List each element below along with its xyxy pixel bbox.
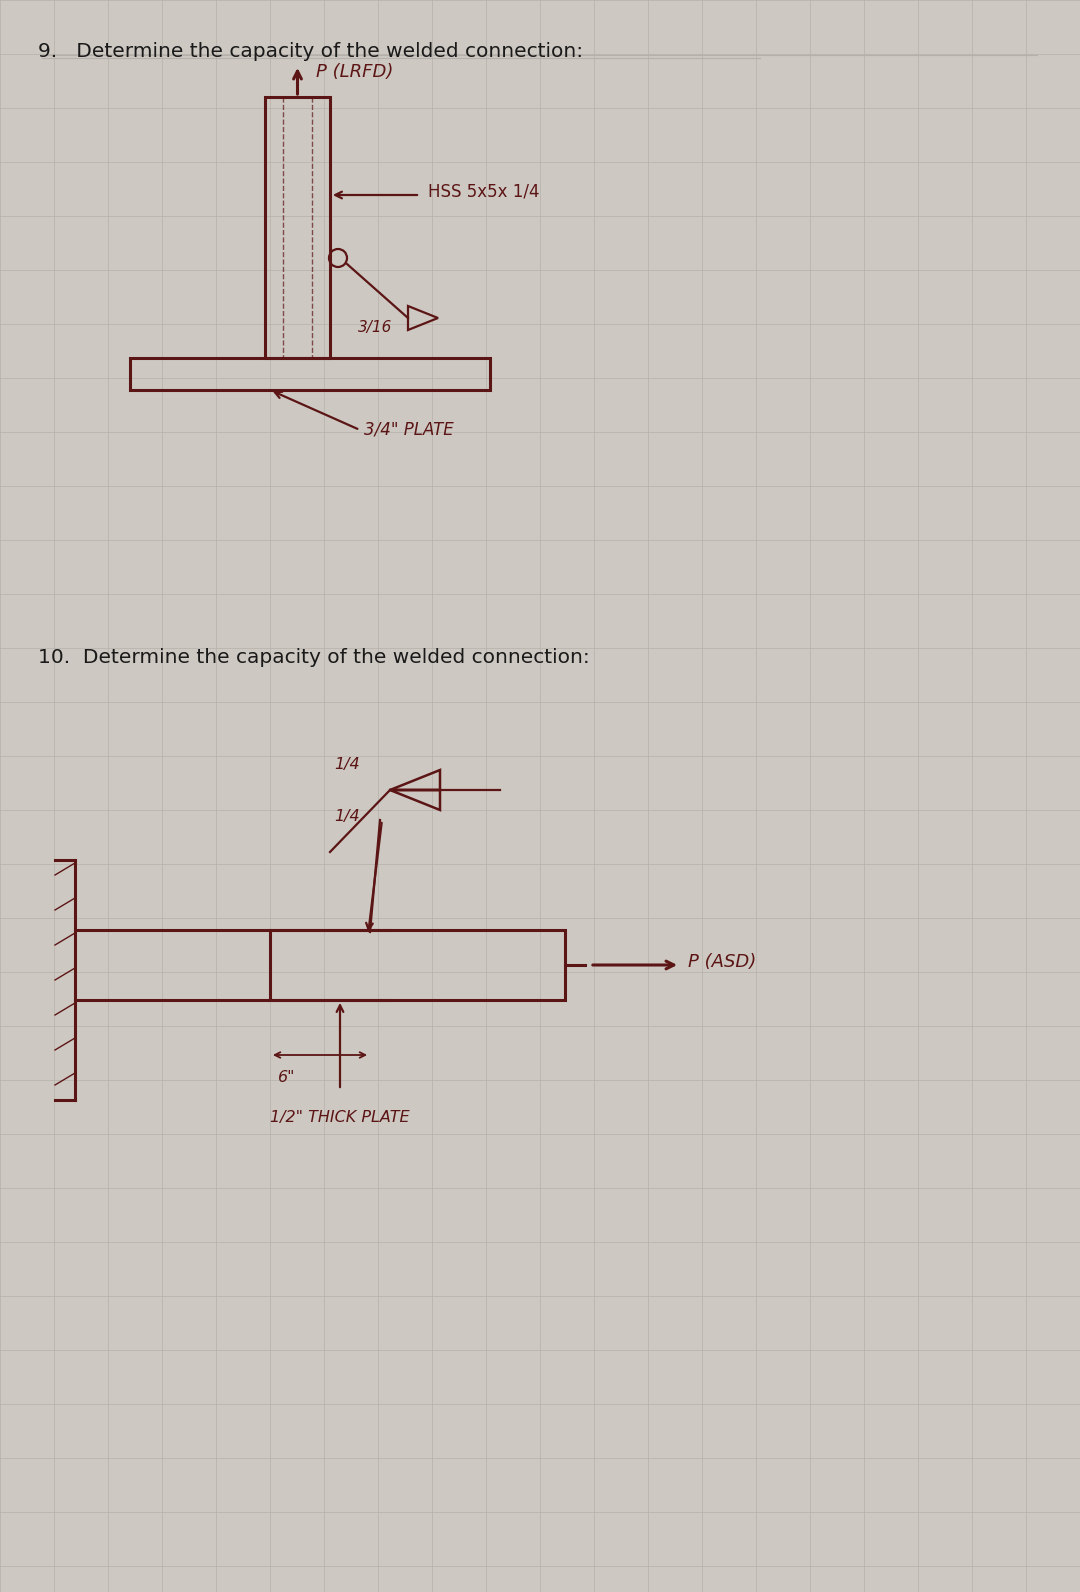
Text: 3/4" PLATE: 3/4" PLATE	[364, 420, 454, 439]
Text: 9.   Determine the capacity of the welded connection:: 9. Determine the capacity of the welded …	[38, 41, 583, 60]
Text: 10.  Determine the capacity of the welded connection:: 10. Determine the capacity of the welded…	[38, 648, 590, 667]
Text: HSS 5x5x 1/4: HSS 5x5x 1/4	[428, 183, 540, 201]
Text: 1/2" THICK PLATE: 1/2" THICK PLATE	[270, 1110, 409, 1126]
Text: P (ASD): P (ASD)	[688, 954, 756, 971]
Text: 3/16: 3/16	[357, 320, 392, 334]
Bar	[270, 930, 565, 1000]
Text: 1/4: 1/4	[335, 809, 360, 823]
Text: 1/4: 1/4	[335, 756, 360, 772]
Bar	[265, 97, 330, 358]
Text: P (LRFD): P (LRFD)	[315, 64, 393, 81]
Text: 6": 6"	[278, 1070, 296, 1086]
Bar	[130, 358, 490, 390]
